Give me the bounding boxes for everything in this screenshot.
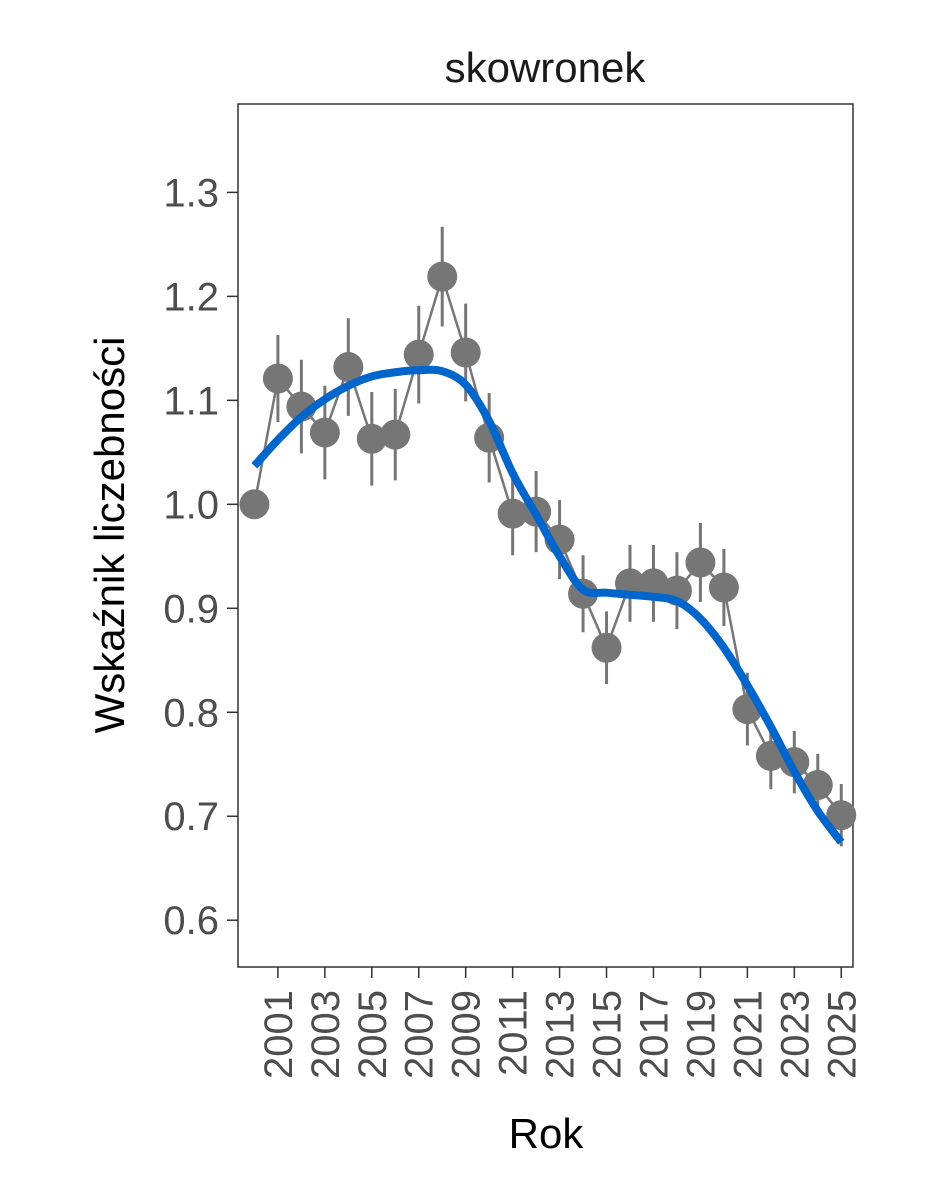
x-tick-label: 2019 bbox=[679, 990, 723, 1079]
y-tick-label: 0.9 bbox=[163, 587, 219, 631]
y-tick-label: 0.7 bbox=[163, 795, 219, 839]
y-tick-label: 1.3 bbox=[163, 171, 219, 215]
data-point bbox=[497, 498, 528, 529]
y-tick-label: 1.1 bbox=[163, 379, 219, 423]
x-tick-label: 2011 bbox=[492, 990, 536, 1076]
y-tick-label: 0.6 bbox=[163, 899, 219, 943]
x-tick-label: 2015 bbox=[586, 990, 630, 1079]
y-tick-label: 0.8 bbox=[163, 691, 219, 735]
chart-title: skowronek bbox=[445, 44, 647, 91]
x-tick-label: 2007 bbox=[398, 990, 442, 1079]
x-tick-label: 2021 bbox=[726, 990, 770, 1079]
data-point bbox=[685, 547, 716, 578]
data-point bbox=[239, 489, 270, 520]
x-axis: 2001 2003 2005 2007 2009 2011 2013 2015 2017 2019… bbox=[257, 967, 864, 1079]
y-axis-label: Wskaźnik liczebności bbox=[86, 337, 133, 734]
data-point bbox=[356, 423, 387, 454]
data-point bbox=[708, 572, 739, 603]
x-tick-label: 2017 bbox=[632, 990, 676, 1079]
data-point bbox=[403, 339, 434, 370]
data-points bbox=[239, 261, 857, 831]
trend-curve bbox=[251, 365, 845, 845]
data-point bbox=[638, 568, 669, 599]
x-tick-label: 2003 bbox=[304, 990, 348, 1079]
x-tick-label: 2025 bbox=[820, 990, 864, 1079]
data-point bbox=[591, 632, 622, 663]
data-point bbox=[427, 261, 458, 292]
y-axis: 0.6 0.7 0.8 0.9 1.0 1.1 1.2 1.3 bbox=[163, 171, 238, 943]
data-point bbox=[826, 800, 857, 831]
data-point bbox=[380, 419, 411, 450]
x-tick-label: 2013 bbox=[539, 990, 583, 1079]
data-point bbox=[333, 352, 364, 383]
y-tick-label: 1.2 bbox=[163, 275, 219, 319]
trend-line bbox=[251, 365, 845, 845]
x-tick-label: 2005 bbox=[351, 990, 395, 1079]
data-point bbox=[309, 417, 340, 448]
y-tick-label: 1.0 bbox=[163, 483, 219, 527]
x-tick-label: 2023 bbox=[773, 990, 817, 1079]
x-tick-label: 2009 bbox=[445, 990, 489, 1079]
data-point bbox=[450, 337, 481, 368]
x-axis-label: Rok bbox=[509, 1110, 585, 1157]
data-point bbox=[262, 363, 293, 394]
x-tick-label: 2001 bbox=[257, 990, 301, 1079]
